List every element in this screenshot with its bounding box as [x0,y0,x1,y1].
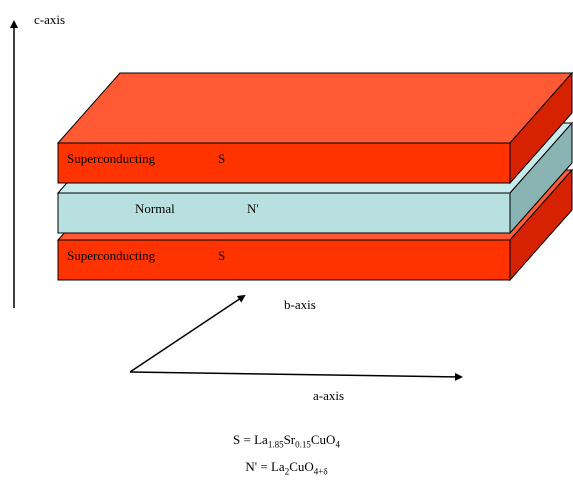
bottom-layer-symbol: S [218,248,225,263]
n-formula-sub1: 2 [284,466,290,477]
b-axis-label: b-axis [284,297,316,312]
top-layer-top-face [56,72,573,144]
normal-layer-label: Normal [135,201,175,216]
top-layer-front-face [57,142,511,184]
s-formula-el2: Sr [283,432,296,447]
normal-layer-symbol: N' [247,201,259,216]
a-axis-label: a-axis [313,388,344,403]
s-formula-sub1: 1.85 [267,439,284,450]
top-superconducting-layer: Superconducting S [56,71,573,185]
n-formula-el1: La [270,459,285,474]
n-formula: N' = La2CuO4+δ [0,459,573,477]
n-formula-sub2: 4+δ [313,466,328,477]
s-formula-el1: La [254,432,268,447]
top-layer-label: Superconducting [67,151,156,166]
a-axis-arrow [129,371,463,381]
s-formula-sub3: 4 [335,439,340,450]
n-formula-el2: CuO [289,459,314,474]
b-axis-arrow [129,294,246,373]
top-layer-symbol: S [218,151,225,166]
bottom-layer-label: Superconducting [67,248,156,263]
s-formula-el3: CuO [310,432,336,447]
c-axis-label: c-axis [34,12,65,27]
s-formula-lhs: S = [233,432,255,447]
bottom-layer-front-face [57,239,511,281]
s-formula-sub2: 0.15 [295,439,311,450]
n-formula-lhs: N' = [245,459,271,474]
normal-layer-front-face [57,192,511,234]
s-formula: S = La1.85Sr0.15CuO4 [0,432,573,450]
